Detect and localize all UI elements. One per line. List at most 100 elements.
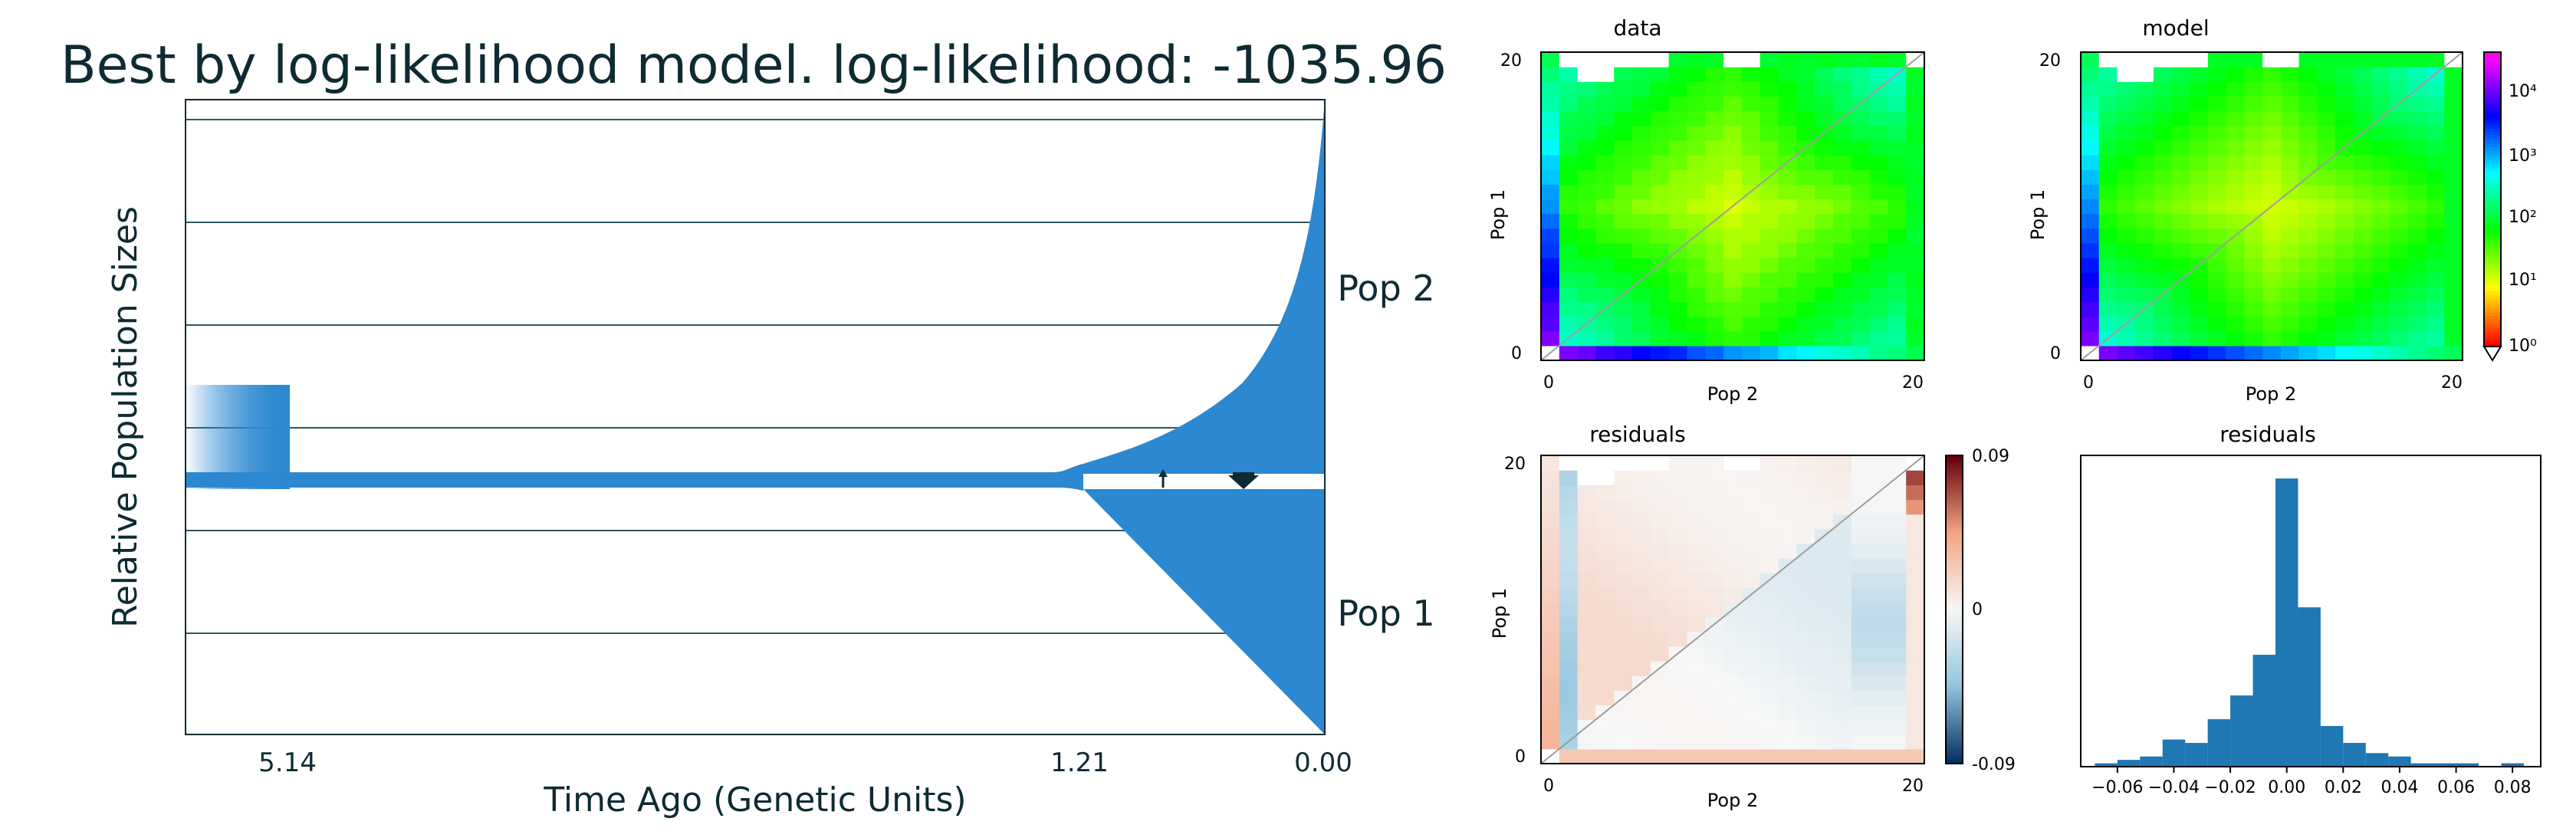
colorbar-segment [1946,731,1963,735]
heatmap-cell [2335,228,2354,244]
heatmap-cell [1796,125,1815,141]
colorbar-segment [2484,294,2501,298]
heatmap-cell [2081,258,2100,273]
heatmap-cell [1723,228,1743,244]
heatmap-cell [2190,110,2209,127]
heatmap-cell [1851,155,1871,170]
x-axis-label: Pop 2 [1707,383,1758,405]
heatmap-cell [1869,499,1888,515]
heatmap-cell [1741,705,1761,721]
heatmap-cell [2298,125,2318,141]
heatmap-cell [1668,125,1688,141]
heatmap-cell [1650,675,1670,691]
colorbar-segment [2484,55,2501,59]
heatmap-cell [1687,213,1706,229]
heatmap-cell [2262,258,2282,273]
heatmap-cell [1760,155,1779,170]
heatmap-cell [1832,616,1852,632]
heatmap-cell [1705,155,1724,170]
heatmap-cell [1741,528,1761,544]
heatmap-cell [2298,199,2318,215]
colorbar-segment [1946,738,1963,742]
heatmap-cell [1888,316,1907,332]
heatmap-cell [1577,242,1597,258]
heatmap-cell [1559,528,1579,544]
heatmap-cell [1687,573,1706,588]
heatmap-cell [1741,272,1761,288]
heatmap-cell [2317,184,2336,200]
heatmap-cell [1906,67,1925,82]
heatmap-cell [1741,558,1761,573]
heatmap-cell [1796,719,1815,735]
heatmap-cell [2317,81,2336,97]
heatmap-cell [2244,96,2263,112]
demography-plot: Best by log-likelihood model. log-likeli… [61,35,1447,820]
colorbar-segment [1946,661,1963,665]
heatmap-cell [2426,125,2445,141]
heatmap-cell [1559,587,1579,603]
heatmap-cell [2262,228,2282,244]
heatmap-cell [1541,96,1560,112]
heatmap-cell [1614,52,1633,67]
heatmap-cell [2407,67,2427,82]
heatmap-cell [1687,125,1706,141]
colorbar-segment [1946,516,1963,521]
heatmap-cell [1869,242,1888,258]
colorbar-segment [2484,215,2501,219]
heatmap-cell [1832,661,1852,676]
heatmap-cell [2190,228,2209,244]
heatmap-cell [1796,345,1815,361]
heatmap-cell [1906,587,1925,603]
heatmap-cell [1815,734,1834,750]
heatmap-cell [1559,705,1579,721]
heatmap-cell [2117,155,2136,170]
colorbar-segment [1946,754,1963,758]
heatmap-cell [1741,455,1761,471]
heatmap-cell [1668,81,1688,97]
heatmap-cell [1705,272,1724,288]
heatmap-cell [2244,67,2263,82]
heatmap-cell [1632,67,1651,82]
heatmap-cell [1815,96,1834,112]
heatmap-cell [2390,272,2409,288]
colorbar-segment [2484,270,2501,274]
heatmap-cell [2280,81,2300,97]
x-tick-label: 20 [1902,373,1924,393]
colorbar-segment [2484,221,2501,225]
heatmap-cell [1906,330,1925,347]
heatmap-cell [1595,602,1615,618]
heatmap-cell [1815,543,1834,559]
heatmap-cell [1815,616,1834,632]
heatmap-cell [1906,125,1925,141]
heatmap-cell [1650,748,1670,764]
heatmap-cell [1668,301,1688,317]
heatmap-cell [1650,96,1670,112]
colorbar-segment [1946,629,1963,632]
heatmap-cell [2098,272,2118,288]
heatmap-cell [1595,690,1615,706]
heatmap-cell [2407,125,2427,141]
heatmap-cell [1687,140,1706,156]
heatmap-cell [2262,287,2282,303]
heatmap-frame [1540,455,1925,764]
x-tick-label: 0 [1543,777,1554,796]
heatmap-cell [2353,96,2373,112]
heatmap-cell [1760,514,1779,530]
heatmap-cell [2171,345,2190,361]
x-tick-label: 5.14 [258,748,317,778]
heatmap-cell [2426,81,2445,97]
heatmap-cell [1541,455,1560,471]
heatmap-cell [1869,661,1888,676]
heatmap-cell [2371,316,2390,332]
heatmap-cell [2153,316,2173,332]
heatmap-cell [1559,242,1579,258]
heatmap-cell [1705,631,1724,647]
heatmap-cell [1778,169,1797,185]
colorbar-segment [2484,304,2501,307]
heatmap-cell [1595,184,1615,200]
heatmap-cell [1869,470,1888,485]
heatmap-cell [2153,258,2173,273]
heatmap-cell [1832,499,1852,515]
heatmap-cell [1595,719,1615,735]
heatmap-cell [1906,228,1925,244]
